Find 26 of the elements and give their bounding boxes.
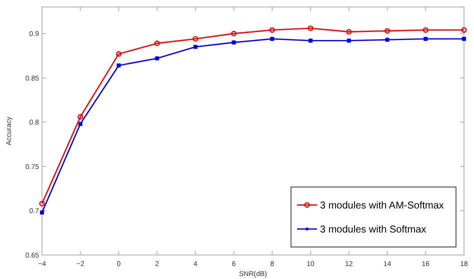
point — [384, 28, 390, 34]
point — [78, 114, 84, 120]
point — [40, 210, 44, 214]
point — [270, 36, 274, 41]
point — [193, 44, 198, 49]
point — [231, 30, 237, 36]
point — [424, 36, 428, 41]
point — [39, 200, 45, 206]
point — [346, 29, 352, 35]
point — [116, 63, 121, 68]
point — [461, 27, 467, 33]
point — [78, 122, 82, 126]
point — [385, 38, 390, 42]
point — [232, 40, 236, 44]
point — [346, 38, 351, 43]
point — [308, 25, 314, 32]
point — [154, 40, 160, 46]
legend-label: 3 modules with AM-Softmax — [320, 200, 444, 212]
point — [462, 36, 466, 41]
point — [155, 56, 160, 60]
point — [116, 51, 122, 57]
point — [269, 27, 275, 33]
point — [422, 27, 428, 33]
point — [308, 38, 313, 43]
legend-label: 3 modules with Softmax — [320, 224, 426, 236]
point — [192, 36, 198, 42]
